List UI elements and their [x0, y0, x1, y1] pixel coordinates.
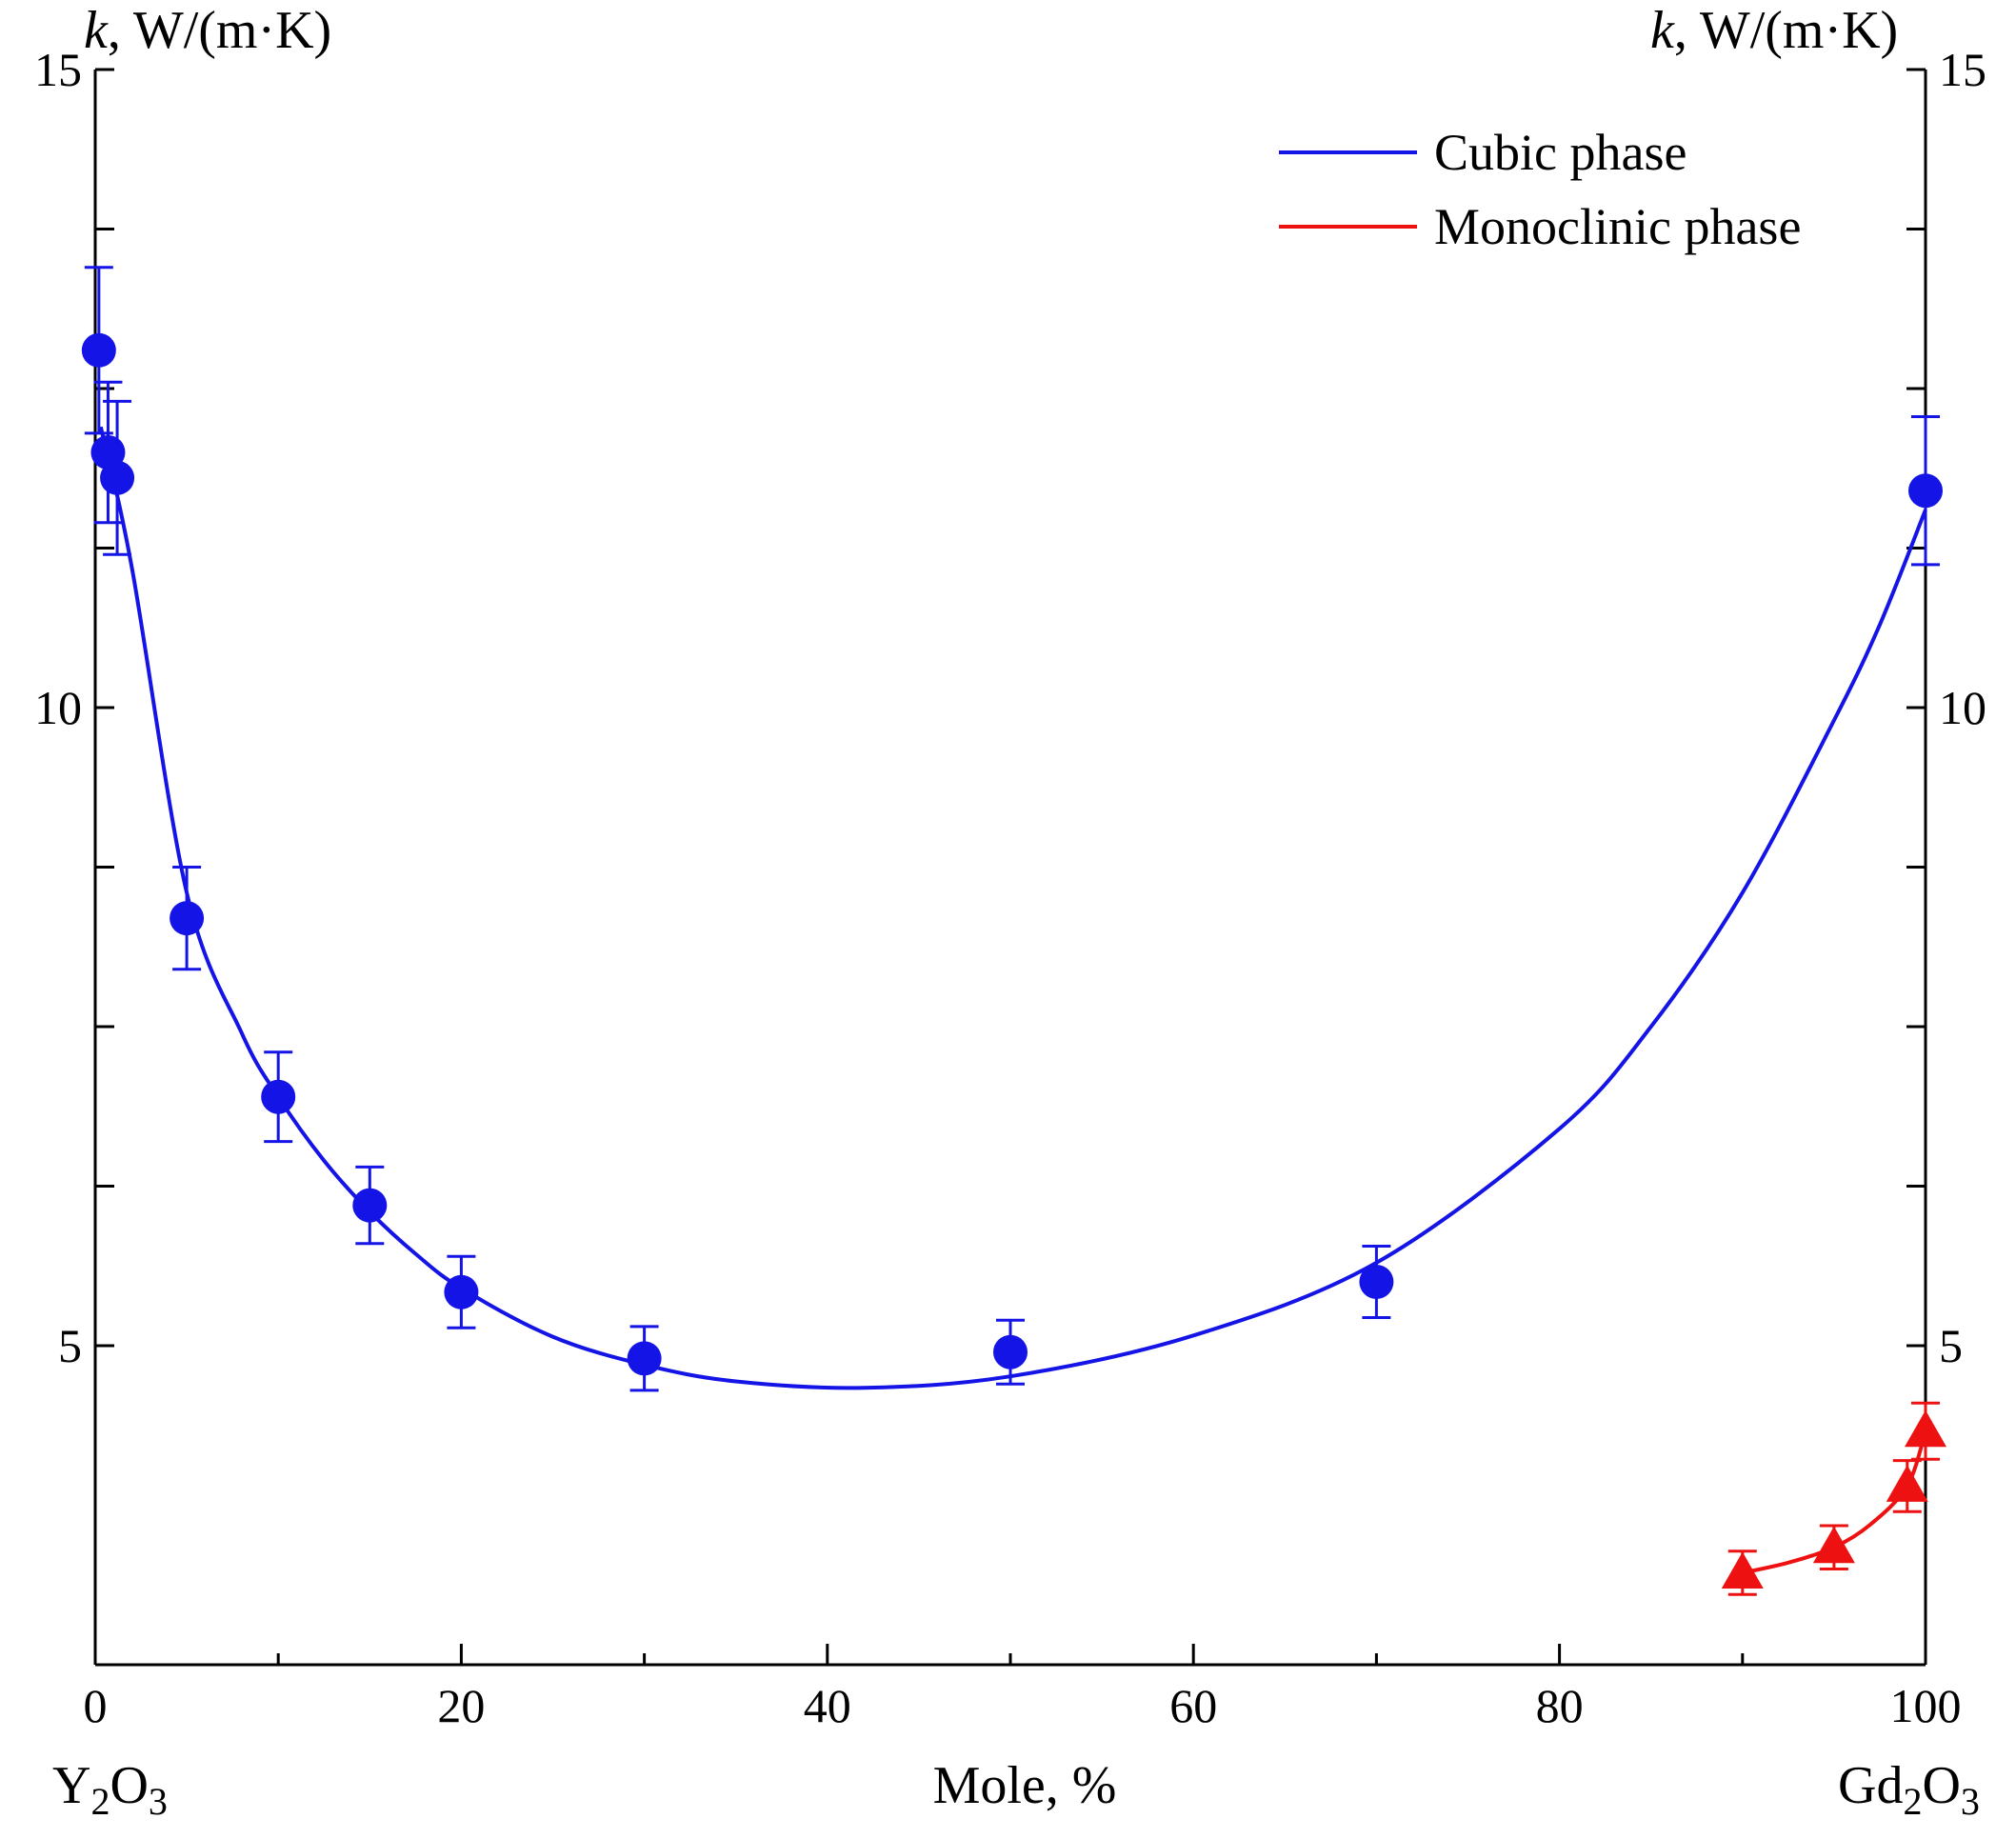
x-axis-right-end-label: Gd2O3 [1838, 1756, 1980, 1823]
cubic-data-point [993, 1334, 1028, 1369]
x-axis-left-end-label: Y2O3 [52, 1756, 168, 1823]
legend-label-cubic: Cubic phase [1434, 124, 1687, 181]
cubic-data-point [352, 1188, 388, 1223]
y-tick-label-right: 10 [1939, 681, 1986, 734]
series-layer [81, 266, 1946, 1596]
axes-frame [93, 70, 1927, 1667]
y-tick-label-right: 5 [1939, 1319, 1963, 1372]
y-tick-label-left: 5 [58, 1319, 82, 1372]
y-axis-title-right: k, W/(m·K) [1650, 1, 1898, 60]
y-tick-label-right: 15 [1939, 43, 1986, 96]
cubic-data-point [261, 1079, 296, 1114]
legend: Cubic phase Monoclinic phase [1279, 124, 1801, 255]
y-ticks: 5 5 10 10 15 15 [34, 43, 1986, 1372]
cubic-data-point [1908, 473, 1943, 509]
x-tick-label: 100 [1890, 1679, 1962, 1732]
monoclinic-data-point [1905, 1409, 1946, 1448]
x-tick-label: 60 [1169, 1679, 1217, 1732]
cubic-data-point [1359, 1265, 1394, 1299]
cubic-data-point [170, 901, 205, 936]
x-tick-label: 20 [437, 1679, 485, 1732]
legend-label-monoclinic: Monoclinic phase [1434, 198, 1801, 255]
cubic-data-point [627, 1341, 662, 1376]
x-tick-label: 40 [804, 1679, 851, 1732]
y-axis-title-left: k, W/(m·K) [84, 1, 331, 60]
cubic-fit-curve [98, 426, 1927, 1390]
monoclinic-data-point [1812, 1526, 1855, 1564]
x-tick-label: 0 [84, 1679, 108, 1732]
cubic-data-point [444, 1274, 479, 1309]
cubic-data-point [100, 460, 135, 495]
y-tick-label-left: 15 [34, 43, 82, 96]
y-tick-label-left: 10 [34, 681, 82, 734]
x-axis-title: Mole, % [933, 1756, 1117, 1815]
x-ticks: 0 20 40 60 80 100 [84, 1644, 1962, 1732]
monoclinic-data-point [1886, 1465, 1928, 1502]
x-tick-label: 80 [1536, 1679, 1584, 1732]
cubic-data-point [81, 332, 116, 368]
monoclinic-data-point [1721, 1551, 1764, 1589]
